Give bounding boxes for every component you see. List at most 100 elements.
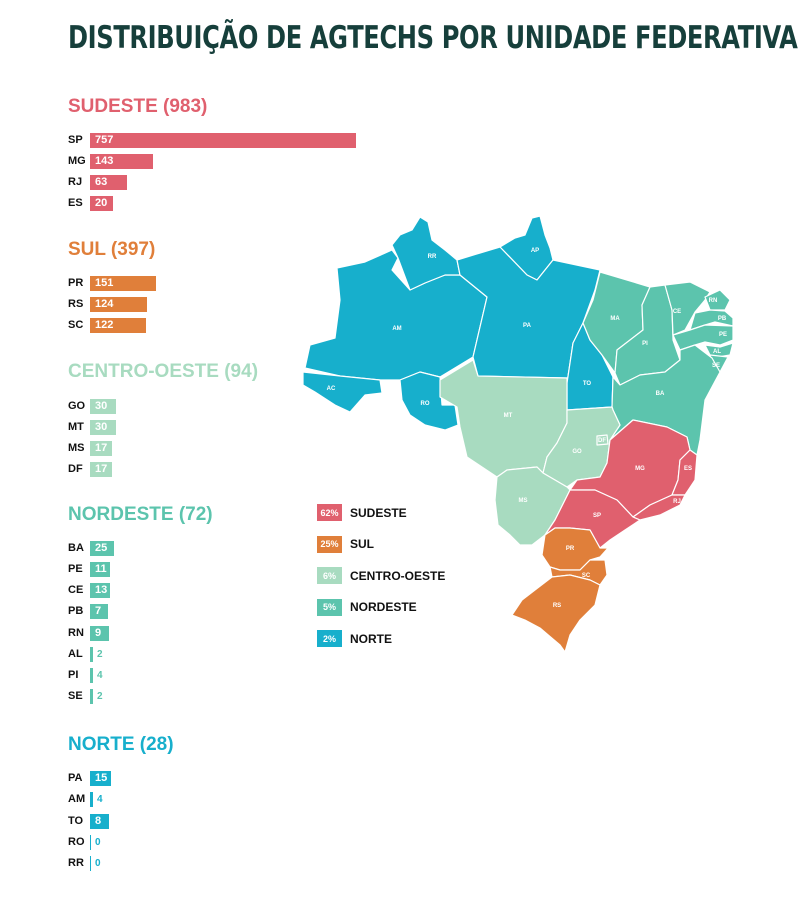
bar-am xyxy=(90,791,93,807)
bar-row-pb: PB 7 xyxy=(68,603,109,619)
legend-label: SUDESTE xyxy=(350,505,407,520)
bar-df: 17 xyxy=(90,461,112,477)
bar-row-am: AM 4 xyxy=(68,791,103,807)
state-label: RO xyxy=(68,836,85,848)
page-title: DISTRIBUIÇÃO DE AGTECHS POR UNIDADE FEDE… xyxy=(68,20,798,56)
state-label: TO xyxy=(68,815,84,827)
bar-row-mt: MT 30 xyxy=(68,419,116,435)
map-state-label: PB xyxy=(718,316,727,322)
map-state-label: AL xyxy=(713,349,721,355)
bar-value-label: 17 xyxy=(95,463,108,475)
map-state-rs xyxy=(511,574,601,653)
bar-row-ms: MS 17 xyxy=(68,440,112,456)
map-state-label: SP xyxy=(593,513,601,519)
bar-mg: 143 xyxy=(90,153,154,169)
legend-item-sudeste: 62% SUDESTE xyxy=(317,504,407,521)
map-state-label: PA xyxy=(523,323,532,329)
map-state-rn xyxy=(704,289,731,311)
bar-pi xyxy=(90,667,93,683)
map-state-label: TO xyxy=(583,381,592,387)
bar-value-label: 0 xyxy=(95,836,101,848)
map-state-label: PI xyxy=(642,341,648,347)
bar-pr: 151 xyxy=(90,275,156,291)
legend-label: SUL xyxy=(350,537,374,551)
bar-row-go: GO 30 xyxy=(68,398,116,414)
legend-swatch: 2% xyxy=(317,630,342,647)
map-state-label: SE xyxy=(712,363,720,369)
bar-al xyxy=(90,646,93,662)
region-heading-sudeste: SUDESTE (983) xyxy=(68,96,208,117)
legend-label: NORTE xyxy=(350,631,392,646)
state-label: RJ xyxy=(68,176,83,188)
bar-value-label: 2 xyxy=(97,690,103,702)
legend-swatch: 62% xyxy=(317,504,342,521)
state-label: RN xyxy=(68,627,84,639)
bar-value-label: 25 xyxy=(95,542,108,554)
bar-sp: 757 xyxy=(90,132,356,148)
state-label: RR xyxy=(68,857,84,869)
map-state-label: CE xyxy=(673,309,681,315)
bar-row-ba: BA 25 xyxy=(68,540,115,556)
map-state-label: MA xyxy=(610,316,620,322)
legend-item-centro-oeste: 6% CENTRO-OESTE xyxy=(317,567,445,584)
state-label: AM xyxy=(68,793,86,805)
map-state-label: BA xyxy=(656,391,665,397)
bar-value-label: 0 xyxy=(95,857,101,869)
state-label: MS xyxy=(68,442,85,454)
bar-row-to: TO 8 xyxy=(68,813,109,829)
state-label: PA xyxy=(68,772,83,784)
state-label: BA xyxy=(68,542,84,554)
map-state-label: ES xyxy=(684,466,692,472)
bar-row-ce: CE 13 xyxy=(68,582,111,598)
bar-row-es: ES 20 xyxy=(68,195,113,211)
bar-rs: 124 xyxy=(90,296,147,312)
bar-go: 30 xyxy=(90,398,116,414)
state-label: AL xyxy=(68,648,83,660)
state-label: PI xyxy=(68,669,79,681)
bar-rr xyxy=(90,855,91,871)
map-state-label: RR xyxy=(428,254,437,260)
legend-swatch: 25% xyxy=(317,535,342,553)
bar-value-label: 4 xyxy=(97,793,103,805)
bar-ce: 13 xyxy=(90,582,111,598)
bar-value-label: 17 xyxy=(95,442,108,454)
map-state-label: PE xyxy=(719,332,727,338)
map-state-rj xyxy=(632,494,686,521)
bar-value-label: 30 xyxy=(95,400,108,412)
state-label: ES xyxy=(68,197,83,209)
bar-value-label: 143 xyxy=(95,155,114,167)
region-heading-norte: NORTE (28) xyxy=(68,734,174,755)
bar-row-ro: RO 0 xyxy=(68,834,101,850)
map-state-label: AM xyxy=(392,326,401,332)
map-state-label: RS xyxy=(553,603,561,609)
legend-swatch: 5% xyxy=(317,598,342,616)
region-heading-sul: SUL (397) xyxy=(68,239,156,260)
bar-value-label: 15 xyxy=(95,772,108,784)
bar-row-pr: PR 151 xyxy=(68,275,156,291)
bar-row-rs: RS 124 xyxy=(68,296,147,312)
bar-row-df: DF 17 xyxy=(68,461,112,477)
bar-pe: 11 xyxy=(90,561,110,577)
bar-value-label: 8 xyxy=(95,815,102,827)
map-state-label: RJ xyxy=(673,499,681,505)
bar-value-label: 122 xyxy=(95,319,114,331)
bar-to: 8 xyxy=(90,813,109,829)
bar-row-rn: RN 9 xyxy=(68,625,109,641)
bar-pa: 15 xyxy=(90,770,111,786)
bar-value-label: 13 xyxy=(95,584,108,596)
state-label: SP xyxy=(68,134,83,146)
bar-row-se: SE 2 xyxy=(68,688,103,704)
map-state-df xyxy=(596,434,609,446)
state-label: RS xyxy=(68,298,84,310)
map-state-ro xyxy=(399,371,459,431)
bar-value-label: 757 xyxy=(95,134,114,146)
map-state-label: MG xyxy=(635,466,645,472)
bar-rn: 9 xyxy=(90,625,109,641)
map-state-label: MS xyxy=(519,498,528,504)
bar-ba: 25 xyxy=(90,540,115,556)
state-label: PB xyxy=(68,605,84,617)
bar-value-label: 63 xyxy=(95,176,108,188)
legend-swatch: 6% xyxy=(317,567,342,584)
bar-sc: 122 xyxy=(90,317,147,333)
